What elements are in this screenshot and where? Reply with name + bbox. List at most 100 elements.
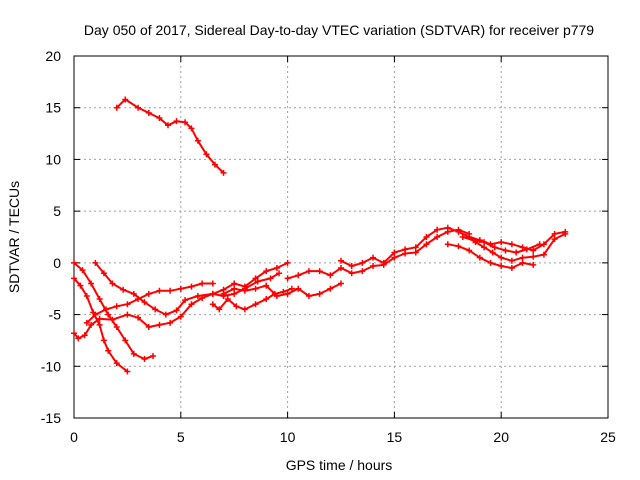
data-point-marker <box>88 321 95 328</box>
series-arc-1 <box>113 96 227 176</box>
series-line <box>212 287 293 311</box>
series-arc-3 <box>71 275 131 375</box>
data-point-marker <box>284 275 291 282</box>
data-point-marker <box>96 321 103 328</box>
data-point-marker <box>434 234 441 240</box>
data-point-marker <box>100 337 107 344</box>
data-point-marker <box>145 109 152 116</box>
data-point-marker <box>182 119 189 126</box>
data-point-marker <box>519 259 526 266</box>
data-point-marker <box>444 224 451 231</box>
data-point-marker <box>156 287 163 294</box>
data-point-marker <box>338 265 344 272</box>
data-point-marker <box>530 261 537 268</box>
data-point-marker <box>156 321 163 328</box>
data-point-marker <box>305 292 312 299</box>
series-arc-8 <box>220 280 344 299</box>
data-point-marker <box>81 332 88 339</box>
data-point-marker <box>513 249 520 256</box>
data-point-marker <box>124 368 131 375</box>
plot-frame <box>73 55 609 419</box>
data-point-marker <box>252 275 259 282</box>
data-point-marker <box>254 278 261 285</box>
data-point-marker <box>173 307 180 314</box>
data-point-marker <box>252 301 259 308</box>
data-point-marker <box>402 246 409 253</box>
x-tick-label: 15 <box>387 429 403 445</box>
data-point-marker <box>83 292 90 299</box>
data-point-marker <box>71 275 77 282</box>
data-point-marker <box>459 234 466 240</box>
data-point-marker <box>536 241 543 248</box>
data-point-marker <box>263 282 270 289</box>
data-point-marker <box>105 347 112 354</box>
data-point-marker <box>231 290 238 297</box>
data-point-marker <box>156 115 163 122</box>
y-tick-label: 15 <box>45 100 61 116</box>
data-point-marker <box>267 275 274 282</box>
y-tick-label: -10 <box>41 358 61 374</box>
data-point-marker <box>466 247 473 254</box>
data-point-marker <box>305 268 312 275</box>
data-point-marker <box>423 234 430 240</box>
data-point-marker <box>103 306 110 313</box>
y-tick-label: 0 <box>53 255 61 271</box>
data-point-marker <box>182 297 189 304</box>
data-point-marker <box>316 268 323 275</box>
data-point-marker <box>71 330 77 337</box>
data-point-marker <box>295 285 302 292</box>
data-point-marker <box>498 254 505 261</box>
data-point-marker <box>327 272 334 279</box>
data-point-marker <box>167 287 174 294</box>
data-point-marker <box>203 151 210 158</box>
data-point-marker <box>370 254 377 261</box>
data-point-marker <box>348 270 355 277</box>
data-point-marker <box>135 314 142 321</box>
data-point-marker <box>470 237 477 244</box>
data-point-marker <box>209 301 216 308</box>
data-point-marker <box>173 118 180 125</box>
data-point-marker <box>188 125 195 132</box>
data-point-marker <box>412 249 419 256</box>
data-point-marker <box>241 287 248 294</box>
data-point-marker <box>88 280 95 287</box>
data-point-marker <box>135 296 142 303</box>
data-point-marker <box>211 161 218 168</box>
data-point-marker <box>540 251 547 258</box>
data-point-marker <box>113 323 120 330</box>
data-point-marker <box>79 267 86 274</box>
data-point-marker <box>209 280 216 287</box>
data-point-marker <box>113 303 120 310</box>
series-arc-6 <box>83 280 216 326</box>
data-point-marker <box>92 311 99 318</box>
data-point-marker <box>380 259 387 266</box>
data-point-marker <box>113 360 120 367</box>
data-point-marker <box>476 254 483 261</box>
data-point-marker <box>370 262 377 269</box>
data-point-marker <box>71 259 77 266</box>
data-point-marker <box>391 249 398 256</box>
data-point-marker <box>164 122 171 129</box>
data-point-marker <box>113 104 120 111</box>
data-point-marker <box>327 285 334 292</box>
data-point-marker <box>551 236 558 243</box>
series-line <box>73 262 154 360</box>
data-point-marker <box>523 246 530 253</box>
x-tick-label: 0 <box>70 429 78 445</box>
data-point-marker <box>530 253 537 260</box>
data-point-marker <box>530 247 537 254</box>
data-point-marker <box>231 285 238 292</box>
x-tick-label: 5 <box>177 429 185 445</box>
data-point-marker <box>141 299 148 306</box>
data-point-marker <box>491 244 498 251</box>
y-tick-label: 20 <box>45 48 61 64</box>
data-point-marker <box>199 280 206 287</box>
data-point-marker <box>162 311 169 318</box>
data-point-marker <box>455 228 462 235</box>
data-point-marker <box>96 315 103 322</box>
data-point-marker <box>263 268 270 275</box>
data-point-marker <box>481 244 488 251</box>
data-point-marker <box>124 301 131 308</box>
data-point-marker <box>141 356 148 363</box>
